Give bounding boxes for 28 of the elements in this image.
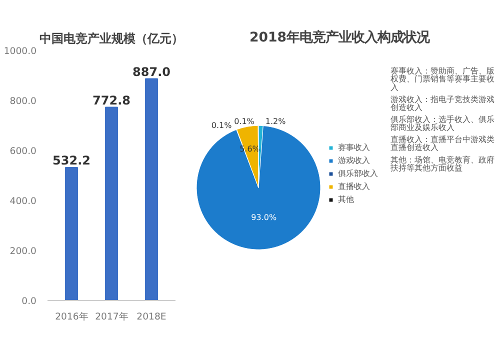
x-tick-label: 2018E — [136, 312, 166, 322]
y-tick-label: 1000.0 — [4, 46, 37, 57]
legend-label: 赛事收入 — [338, 142, 370, 153]
text: 游戏收入：指电子竞技类游戏创造收入 — [390, 94, 494, 112]
legend-label: 其他 — [338, 194, 355, 205]
chart-title: 中国电竞产业规模（亿元） — [40, 32, 184, 46]
text: 其他：场馆、电竞教育、政府扶持等其他方面收益 — [390, 155, 494, 172]
legend-label: 游戏收入 — [338, 155, 370, 166]
data-label: 532.2 — [52, 153, 90, 168]
data-label: 887.0 — [132, 64, 170, 79]
data-label: 0.1% — [211, 121, 232, 130]
legend-label: 直播收入 — [338, 181, 370, 192]
chart-title: 2018年电竞产业收入构成状况 — [249, 30, 431, 46]
text: 俱乐部收入：选手收入、俱乐部商业及娱乐收入 — [390, 115, 494, 132]
y-tick-label: 400.0 — [10, 196, 37, 207]
data-label: 0.1% — [234, 116, 255, 126]
legend-label: 俱乐部收入 — [338, 168, 378, 179]
x-tick-label: 2017年 — [95, 312, 128, 322]
y-tick-label: 200.0 — [10, 246, 37, 257]
y-tick-label: 800.0 — [10, 96, 37, 107]
data-label: 93.0% — [251, 212, 277, 222]
data-label: 772.8 — [92, 93, 130, 108]
x-tick-label: 2016年 — [55, 312, 88, 322]
y-tick-label: 600.0 — [10, 146, 37, 157]
text: 直播收入：直播平台中游戏类直播创造收入 — [390, 135, 494, 152]
text: 赛事收入：赞助商、广告、版权费、门票销售等赛事主要收入 — [390, 66, 494, 92]
y-tick-label: 0.0 — [22, 296, 37, 307]
data-label: 1.2% — [265, 117, 286, 126]
